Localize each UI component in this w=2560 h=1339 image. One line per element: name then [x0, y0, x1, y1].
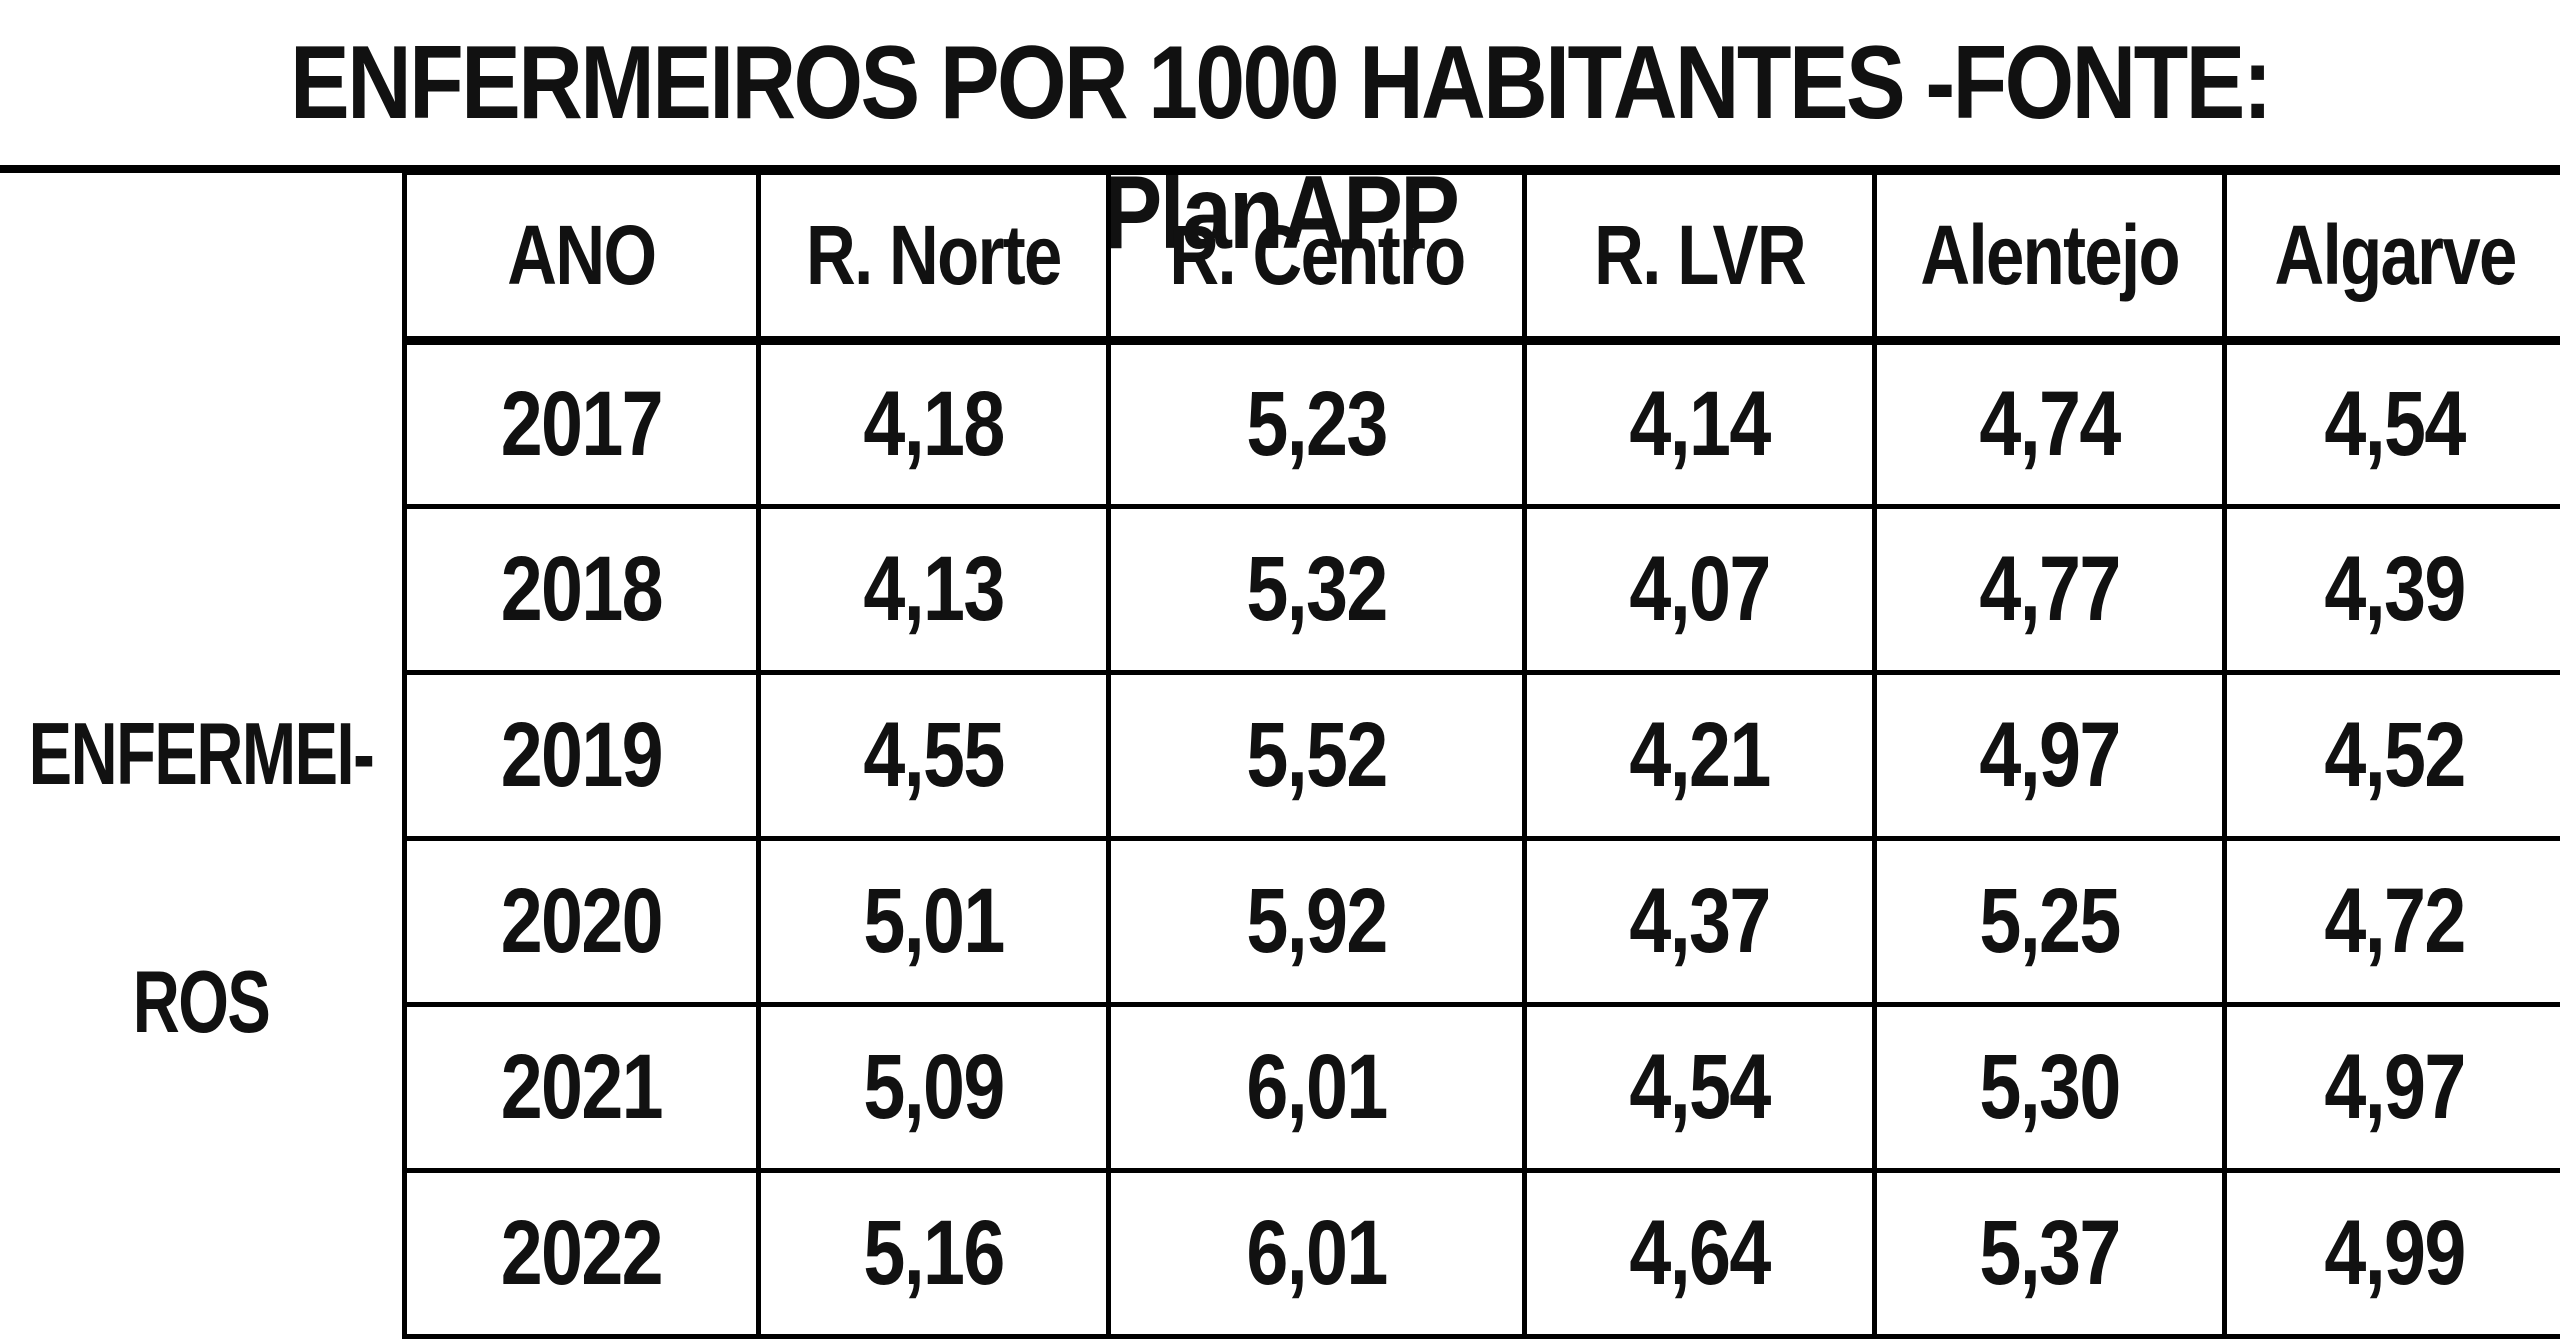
- value-cell: 4,64: [1525, 1171, 1875, 1337]
- value-cell: 6,01: [1109, 1171, 1525, 1337]
- header-cell-alentejo: Alentejo: [1875, 173, 2225, 341]
- value-cell: 4,72: [2225, 839, 2560, 1005]
- header-cell-algarve: Algarve: [2225, 173, 2560, 341]
- value-cell: 4,52: [2225, 673, 2560, 839]
- value-cell: 4,07: [1525, 507, 1875, 673]
- value-cell: 4,77: [1875, 507, 2225, 673]
- value-cell: 4,39: [2225, 507, 2560, 673]
- value-cell: 5,32: [1109, 507, 1525, 673]
- value-cell: 5,01: [759, 839, 1109, 1005]
- year-cell: 2019: [405, 673, 759, 839]
- value-cell: 4,21: [1525, 673, 1875, 839]
- table-header-row: ANO R. Norte R. Centro R. LVR Alentejo A…: [405, 173, 2560, 341]
- value-cell: 5,37: [1875, 1171, 2225, 1337]
- value-cell: 4,13: [759, 507, 1109, 673]
- value-cell: 4,74: [1875, 341, 2225, 507]
- year-cell: 2022: [405, 1171, 759, 1337]
- value-cell: 5,30: [1875, 1005, 2225, 1171]
- row-group-label-line-2: ROS: [29, 943, 374, 1061]
- value-cell: 4,54: [1525, 1005, 1875, 1171]
- value-cell: 5,92: [1109, 839, 1525, 1005]
- value-cell: 6,01: [1109, 1005, 1525, 1171]
- value-cell: 4,14: [1525, 341, 1875, 507]
- header-cell-r-lvr: R. LVR: [1525, 173, 1875, 341]
- value-cell: 4,54: [2225, 341, 2560, 507]
- year-cell: 2021: [405, 1005, 759, 1171]
- header-cell-r-centro: R. Centro: [1109, 173, 1525, 341]
- row-group-label: ENFERMEI- ROS: [0, 168, 402, 1328]
- data-table: ANO R. Norte R. Centro R. LVR Alentejo A…: [402, 170, 2560, 1339]
- value-cell: 5,16: [759, 1171, 1109, 1337]
- value-cell: 4,97: [1875, 673, 2225, 839]
- year-cell: 2020: [405, 839, 759, 1005]
- year-cell: 2017: [405, 341, 759, 507]
- value-cell: 4,97: [2225, 1005, 2560, 1171]
- header-cell-r-norte: R. Norte: [759, 173, 1109, 341]
- row-group-label-line-1: ENFERMEI-: [29, 695, 374, 813]
- value-cell: 4,37: [1525, 839, 1875, 1005]
- value-cell: 5,52: [1109, 673, 1525, 839]
- table-body: ANO R. Norte R. Centro R. LVR Alentejo A…: [405, 173, 2560, 1337]
- header-cell-ano: ANO: [405, 173, 759, 341]
- value-cell: 4,55: [759, 673, 1109, 839]
- value-cell: 5,09: [759, 1005, 1109, 1171]
- year-cell: 2018: [405, 507, 759, 673]
- value-cell: 5,25: [1875, 839, 2225, 1005]
- value-cell: 4,18: [759, 341, 1109, 507]
- value-cell: 4,99: [2225, 1171, 2560, 1337]
- value-cell: 5,23: [1109, 341, 1525, 507]
